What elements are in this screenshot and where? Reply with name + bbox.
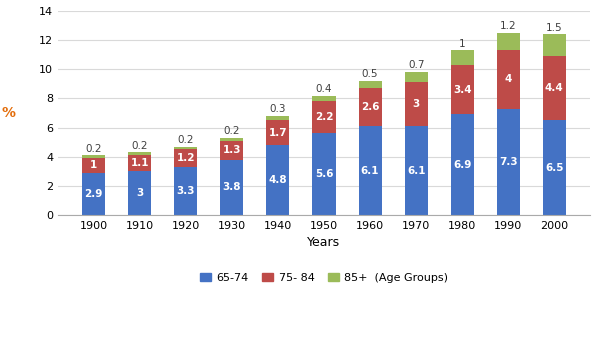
Text: 0.2: 0.2 [177,135,194,145]
Text: 7.3: 7.3 [499,157,518,167]
Text: 0.2: 0.2 [224,126,240,136]
Text: %: % [1,106,16,120]
Bar [312,101,336,134]
Text: 2.2: 2.2 [315,112,333,122]
Text: 3.4: 3.4 [453,85,472,95]
Text: 6.1: 6.1 [361,166,379,176]
Text: 0.2: 0.2 [131,141,148,151]
Text: 2.6: 2.6 [361,102,379,112]
Bar [312,134,336,215]
Text: 3: 3 [413,99,420,109]
Bar [451,115,474,215]
Bar [543,120,566,215]
Text: 6.1: 6.1 [407,166,426,176]
Bar [174,149,198,167]
Text: 2.9: 2.9 [84,189,103,199]
Text: 5.6: 5.6 [315,169,333,179]
Text: 0.2: 0.2 [85,144,102,154]
Text: 3.8: 3.8 [223,183,241,193]
Text: 6.9: 6.9 [453,160,472,170]
Text: 4.4: 4.4 [545,83,564,93]
Text: 1: 1 [90,160,97,170]
Bar [266,145,290,215]
Text: 1.5: 1.5 [546,22,562,32]
Bar [497,109,520,215]
Legend: 65-74, 75- 84, 85+  (Age Groups): 65-74, 75- 84, 85+ (Age Groups) [195,268,453,287]
Bar [82,155,105,158]
Bar [497,50,520,109]
Text: 1: 1 [459,39,466,49]
Bar [405,82,427,126]
Text: 0.7: 0.7 [408,60,424,70]
Bar [82,158,105,173]
Bar [451,65,474,115]
Text: 1.2: 1.2 [500,21,516,31]
Text: 0.5: 0.5 [362,69,378,79]
Bar [220,160,244,215]
Bar [128,152,151,155]
Bar [543,34,566,56]
Text: 1.3: 1.3 [223,145,241,155]
Bar [312,96,336,101]
Bar [405,72,427,82]
Bar [174,167,198,215]
Text: 0.4: 0.4 [316,84,333,94]
Text: 6.5: 6.5 [545,163,564,173]
Bar [220,141,244,160]
Bar [497,33,520,50]
Bar [543,56,566,120]
Bar [82,173,105,215]
Bar [266,116,290,120]
Bar [220,138,244,141]
Text: 3.3: 3.3 [177,186,195,196]
Bar [266,120,290,145]
Bar [359,88,381,126]
Bar [359,81,381,88]
Text: 4.8: 4.8 [269,175,287,185]
Bar [128,171,151,215]
Bar [128,155,151,171]
Bar [174,147,198,149]
Bar [405,126,427,215]
Text: 1.1: 1.1 [131,158,149,168]
X-axis label: Years: Years [307,236,340,249]
Text: 4: 4 [504,75,512,85]
Bar [451,50,474,65]
Bar [359,126,381,215]
Text: 0.3: 0.3 [270,104,286,114]
Text: 3: 3 [136,188,143,198]
Text: 1.2: 1.2 [177,153,195,163]
Text: 1.7: 1.7 [269,128,287,138]
